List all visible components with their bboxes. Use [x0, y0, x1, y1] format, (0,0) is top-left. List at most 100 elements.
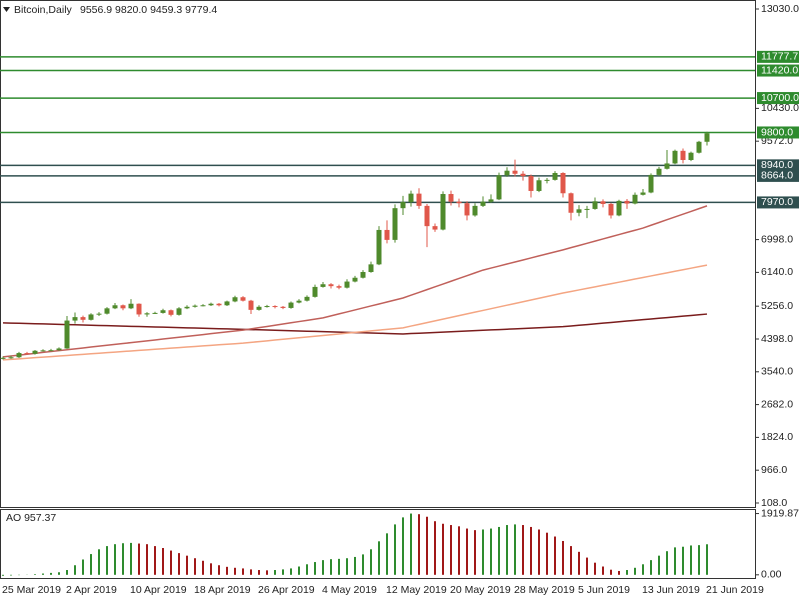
- indicator-bar: [58, 572, 60, 575]
- candle-body: [529, 176, 534, 191]
- level-label: 7970.0: [761, 196, 793, 208]
- candle-body: [305, 297, 310, 301]
- indicator-bar: [178, 553, 180, 575]
- indicator-bar: [506, 525, 508, 575]
- candle-body: [353, 278, 358, 282]
- indicator-bar: [618, 571, 620, 575]
- candle-body: [465, 203, 470, 215]
- indicator-bar: [418, 514, 420, 575]
- candle-body: [433, 226, 438, 229]
- candle-body: [361, 272, 366, 278]
- indicator-bar: [466, 529, 468, 575]
- candle-body: [497, 175, 502, 199]
- candle-body: [649, 175, 654, 193]
- candle-body: [537, 180, 542, 191]
- indicator-bar: [634, 568, 636, 575]
- indicator-bar: [298, 567, 300, 575]
- indicator-bar: [530, 527, 532, 575]
- candle-body: [249, 301, 254, 310]
- indicator-bar: [546, 533, 548, 575]
- x-tick-label: 13 Jun 2019: [642, 584, 700, 596]
- indicator-bar: [10, 575, 12, 576]
- candle-body: [201, 305, 206, 306]
- x-tick-label: 20 May 2019: [450, 584, 511, 596]
- indicator-bar: [402, 517, 404, 574]
- candle-body: [521, 174, 526, 176]
- indicator-bar: [330, 559, 332, 575]
- candle-body: [81, 317, 86, 320]
- candle-body: [609, 204, 614, 215]
- indicator-bar: [490, 529, 492, 575]
- y-tick-label: 13030.0: [761, 3, 799, 15]
- candle-body: [217, 304, 222, 306]
- candle-body: [281, 307, 286, 308]
- indicator-bar: [282, 569, 284, 574]
- candle-body: [617, 201, 622, 216]
- indicator-bar: [538, 530, 540, 575]
- indicator-bar: [338, 559, 340, 575]
- candle-body: [9, 357, 14, 358]
- indicator-bar: [458, 526, 460, 574]
- indicator-bar: [218, 565, 220, 575]
- x-tick-label: 2 Apr 2019: [66, 584, 117, 596]
- indicator-title: AO 957.37: [6, 512, 56, 524]
- indicator-bar: [34, 574, 36, 575]
- indicator-bar: [698, 545, 700, 575]
- candle-body: [121, 305, 126, 308]
- indicator-bar: [642, 564, 644, 575]
- indicator-bar: [474, 530, 476, 575]
- candle-body: [25, 353, 30, 354]
- indicator-bar: [690, 545, 692, 574]
- candle-body: [625, 201, 630, 204]
- indicator-bar: [666, 551, 668, 575]
- level-label: 11420.0: [761, 64, 798, 76]
- candle-body: [665, 163, 670, 168]
- candle-body: [145, 313, 150, 314]
- y-tick-label: 6998.0: [761, 233, 793, 245]
- indicator-bar: [114, 544, 116, 575]
- candle-body: [33, 351, 38, 354]
- indicator-bar: [90, 554, 92, 575]
- indicator-bar: [386, 533, 388, 574]
- indicator-bar: [42, 574, 44, 575]
- indicator-bar: [562, 541, 564, 575]
- candle-body: [105, 308, 110, 313]
- indicator-bar: [682, 547, 684, 575]
- indicator-bar: [162, 548, 164, 575]
- ohlc-readout: 9556.9 9820.0 9459.3 9779.4: [80, 4, 217, 16]
- candle-body: [273, 306, 278, 307]
- indicator-bar: [186, 556, 188, 575]
- indicator-bar: [354, 557, 356, 575]
- candle-body: [417, 194, 422, 206]
- indicator-bar: [602, 567, 604, 575]
- indicator-bar: [570, 546, 572, 575]
- candle-body: [41, 350, 46, 351]
- candle-body: [489, 199, 494, 201]
- level-label: 11777.7: [761, 51, 798, 63]
- candle-body: [89, 314, 94, 319]
- level-label: 10700.0: [761, 92, 799, 104]
- y-tick-label: 1824.0: [761, 431, 793, 443]
- indicator-bar: [306, 564, 308, 575]
- indicator-bar: [50, 573, 52, 575]
- indicator-bar: [98, 549, 100, 575]
- level-label: 9800.0: [761, 126, 793, 138]
- candle-body: [345, 282, 350, 288]
- candle-body: [481, 202, 486, 206]
- candle-body: [209, 304, 214, 306]
- indicator-bar: [370, 549, 372, 575]
- candle-body: [233, 297, 238, 301]
- candle-body: [689, 153, 694, 160]
- indicator-y-tick-label: 1919.87: [761, 507, 799, 519]
- indicator-bar: [234, 568, 236, 575]
- indicator-bar: [314, 562, 316, 575]
- indicator-bar: [210, 563, 212, 574]
- indicator-bar: [410, 514, 412, 575]
- indicator-bar: [202, 561, 204, 575]
- indicator-bar: [130, 543, 132, 575]
- candle-body: [337, 286, 342, 288]
- candle-body: [553, 173, 558, 180]
- x-tick-label: 10 Apr 2019: [130, 584, 187, 596]
- candle-body: [241, 297, 246, 300]
- indicator-bar: [578, 552, 580, 575]
